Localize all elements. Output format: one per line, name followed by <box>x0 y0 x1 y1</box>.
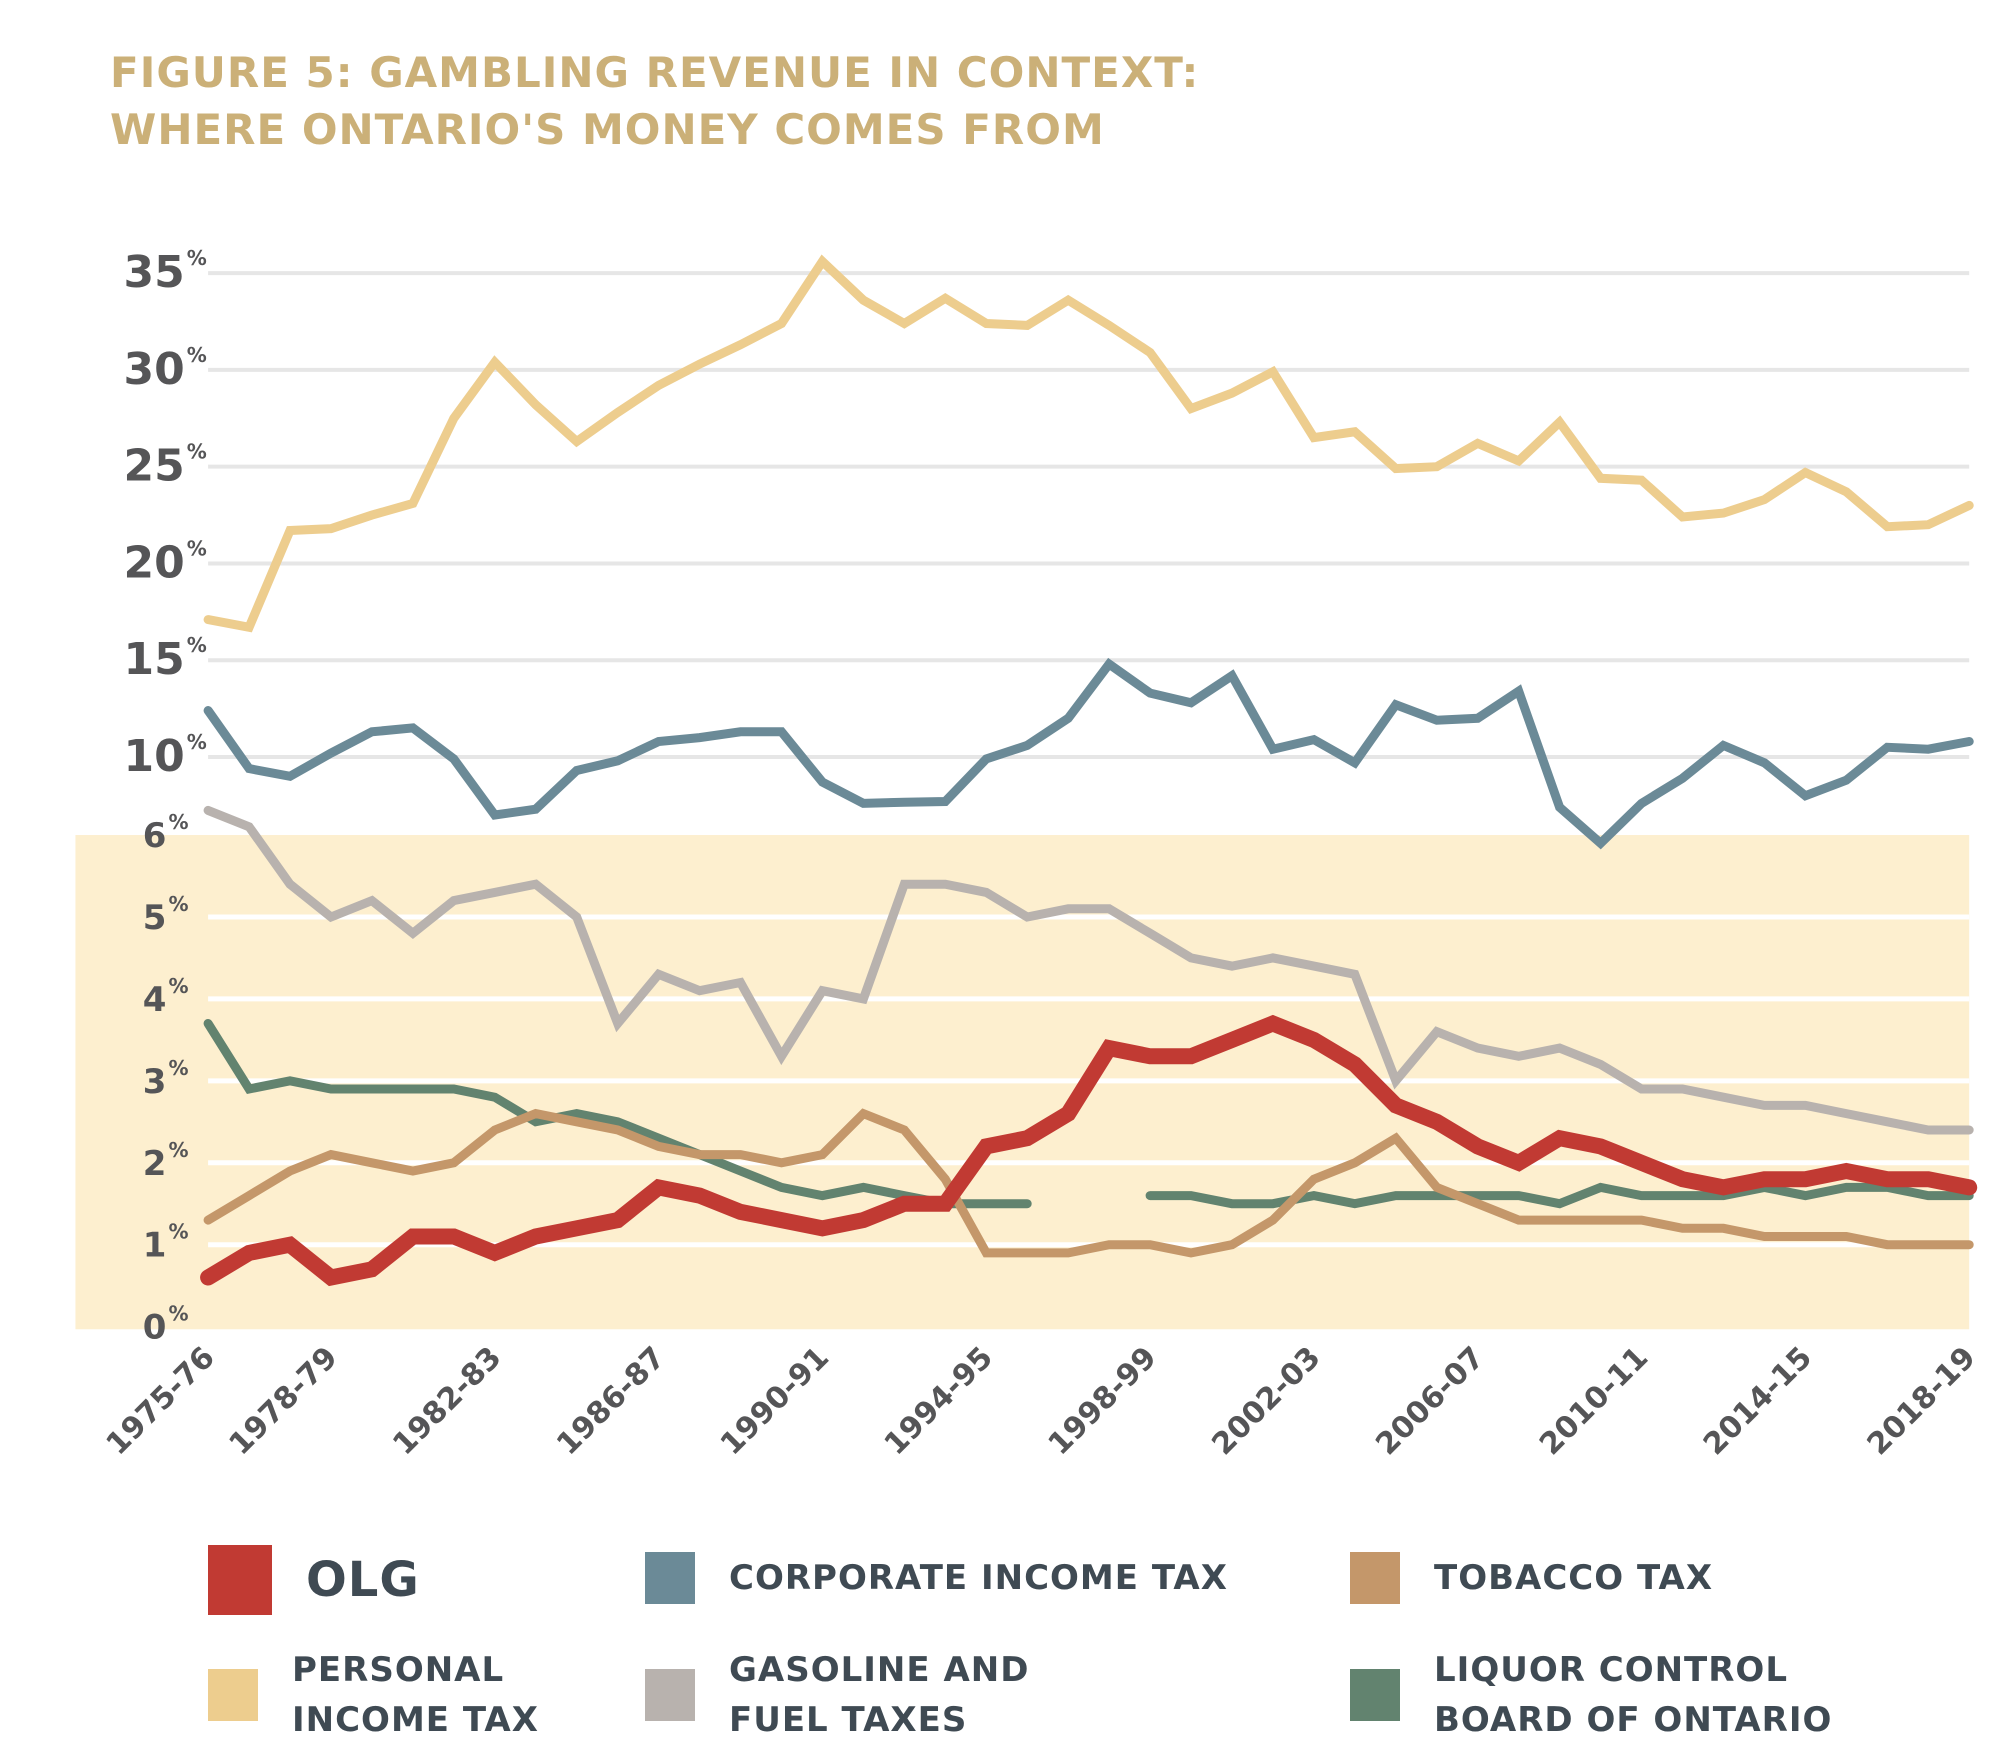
x-tick-label: 2014-15 <box>1697 1340 1819 1462</box>
y-tick-label-4: 4 <box>143 980 167 1020</box>
y-tick-percent: % <box>168 810 188 834</box>
series-corporate-income-tax <box>208 664 1969 843</box>
y-tick-label-35: 35 <box>123 247 184 298</box>
x-tick-label: 2010-11 <box>1533 1340 1655 1462</box>
y-tick-label-3: 3 <box>143 1062 167 1102</box>
y-tick-percent: % <box>168 1056 188 1080</box>
x-tick-label: 1986-87 <box>550 1340 672 1462</box>
y-tick-label-6: 6 <box>143 816 167 856</box>
series-line <box>208 262 1969 628</box>
y-tick-percent: % <box>187 246 207 270</box>
x-tick-label: 1994-95 <box>878 1340 1000 1462</box>
x-tick-label: 1975-76 <box>100 1340 222 1462</box>
x-tick-label: 1998-99 <box>1042 1340 1164 1462</box>
y-tick-label-1: 1 <box>143 1226 167 1266</box>
y-tick-percent: % <box>168 1220 188 1244</box>
y-tick-label-5: 5 <box>143 898 167 938</box>
y-tick-percent: % <box>168 974 188 998</box>
y-tick-percent: % <box>187 536 207 560</box>
y-tick-label-20: 20 <box>123 537 184 588</box>
x-tick-label: 2006-07 <box>1369 1340 1491 1462</box>
y-tick-label-30: 30 <box>123 344 184 395</box>
series-line <box>208 664 1969 843</box>
y-tick-percent: % <box>187 440 207 464</box>
y-tick-percent: % <box>187 343 207 367</box>
x-tick-label: 1990-91 <box>714 1340 836 1462</box>
y-tick-label-0: 0 <box>143 1308 167 1348</box>
y-tick-percent: % <box>187 633 207 657</box>
series-personal-income-tax <box>208 261 1969 627</box>
y-tick-percent: % <box>168 892 188 916</box>
x-tick-label: 2018-19 <box>1861 1340 1983 1462</box>
y-tick-label-10: 10 <box>123 731 184 782</box>
y-tick-label-2: 2 <box>143 1144 167 1184</box>
y-tick-percent: % <box>187 730 207 754</box>
y-tick-label-15: 15 <box>123 634 184 685</box>
x-tick-label: 1982-83 <box>386 1340 508 1462</box>
x-tick-label: 1978-79 <box>223 1340 345 1462</box>
y-tick-percent: % <box>168 1138 188 1162</box>
y-tick-percent: % <box>168 1302 188 1326</box>
y-tick-label-25: 25 <box>123 441 184 492</box>
x-tick-label: 2002-03 <box>1205 1340 1327 1462</box>
